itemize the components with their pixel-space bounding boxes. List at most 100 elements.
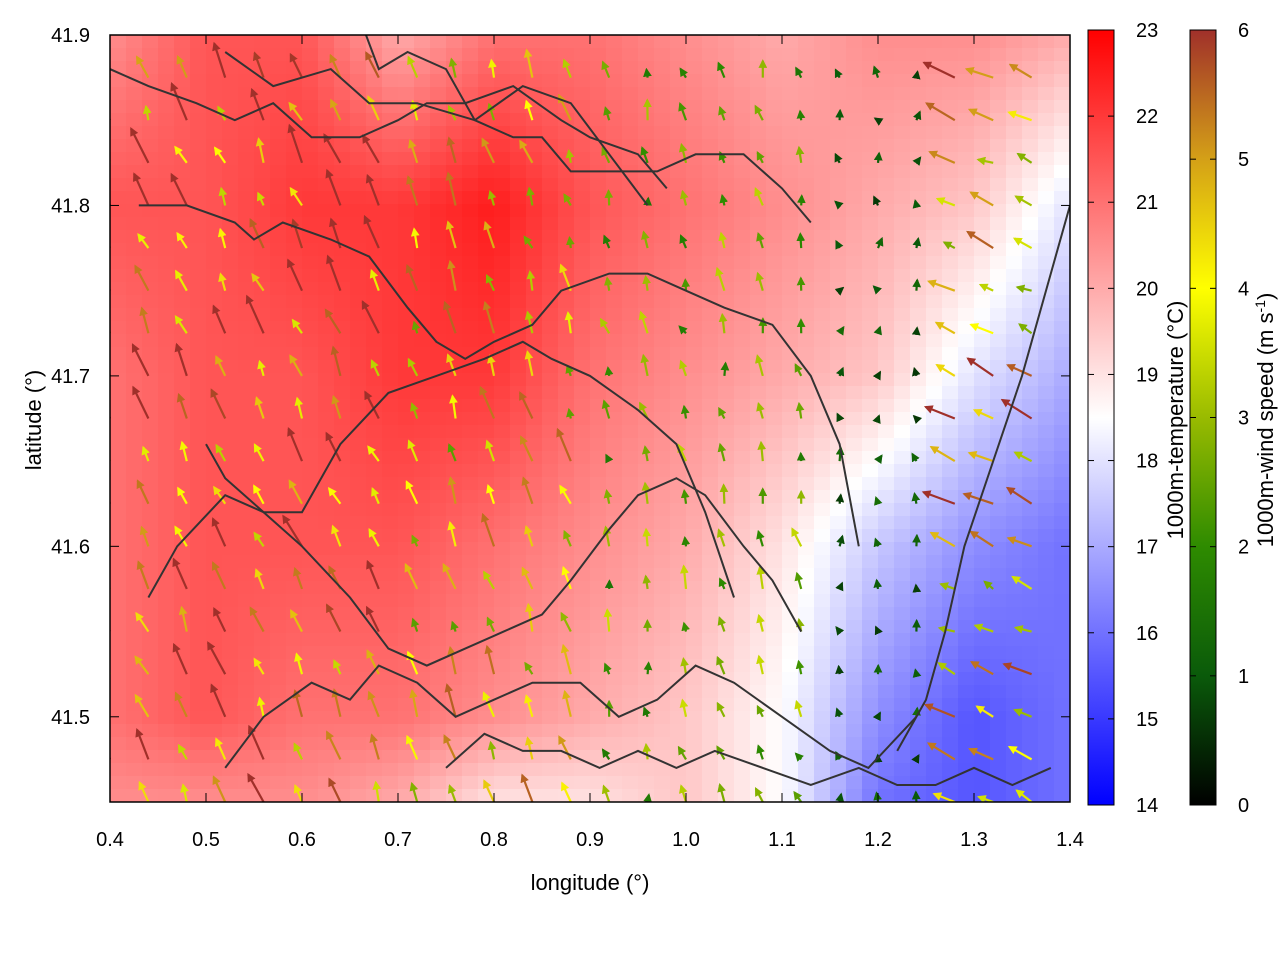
temperature-cell bbox=[718, 451, 735, 465]
wind-vector bbox=[718, 231, 727, 249]
temperature-cell bbox=[286, 295, 303, 309]
temperature-cell bbox=[590, 581, 607, 595]
wind-vector bbox=[325, 730, 342, 760]
temperature-cell bbox=[878, 334, 895, 348]
temperature-cell bbox=[574, 594, 591, 608]
temperature-cell bbox=[254, 204, 271, 218]
temperature-cell bbox=[1038, 438, 1055, 452]
wind-vector bbox=[289, 609, 303, 633]
temperature-cell bbox=[110, 542, 127, 556]
wind-vector bbox=[254, 568, 265, 590]
temperature-cell bbox=[670, 152, 687, 166]
temperature-cell bbox=[926, 620, 943, 634]
temperature-cell bbox=[654, 568, 671, 582]
temperature-cell bbox=[958, 61, 975, 75]
temperature-cell bbox=[782, 61, 799, 75]
temperature-cell bbox=[494, 555, 511, 569]
temperature-cell bbox=[990, 217, 1007, 231]
wind-vector bbox=[716, 655, 726, 675]
temperature-cell bbox=[862, 477, 879, 491]
temperature-cell bbox=[350, 737, 367, 751]
temperature-cell bbox=[766, 412, 783, 426]
temperature-cell bbox=[654, 113, 671, 127]
temperature-cell bbox=[238, 48, 255, 62]
temperature-cell bbox=[638, 48, 655, 62]
wind-vector bbox=[524, 661, 534, 675]
temperature-cell bbox=[894, 529, 911, 543]
temperature-cell bbox=[462, 607, 479, 621]
temperature-cell bbox=[494, 334, 511, 348]
temperature-cell bbox=[814, 347, 831, 361]
temperature-cell bbox=[350, 672, 367, 686]
temperature-cell bbox=[766, 48, 783, 62]
temperature-cell bbox=[750, 113, 767, 127]
temperature-cell bbox=[814, 269, 831, 283]
temperature-cell bbox=[798, 633, 815, 647]
temperature-cell bbox=[110, 74, 127, 88]
temperature-cell bbox=[494, 35, 511, 49]
wind-vector bbox=[991, 35, 994, 36]
temperature-cell bbox=[238, 230, 255, 244]
temperature-cell bbox=[254, 230, 271, 244]
temperature-cell bbox=[1006, 165, 1023, 179]
temperature-cell bbox=[814, 139, 831, 153]
temperature-cell bbox=[734, 386, 751, 400]
wind-vector bbox=[1011, 575, 1033, 590]
temperature-cell bbox=[846, 269, 863, 283]
temperature-cell bbox=[158, 646, 175, 660]
wind-vector bbox=[331, 394, 342, 419]
temperature-cell bbox=[638, 204, 655, 218]
temperature-cell bbox=[206, 568, 223, 582]
temperature-cell bbox=[1038, 555, 1055, 569]
temperature-cell bbox=[542, 282, 559, 296]
temperature-cell bbox=[574, 334, 591, 348]
temperature-cell bbox=[462, 672, 479, 686]
temperature-cell bbox=[846, 334, 863, 348]
temperature-cell bbox=[782, 438, 799, 452]
temperature-cell bbox=[350, 191, 367, 205]
temperature-cell bbox=[814, 295, 831, 309]
temperature-cell bbox=[654, 399, 671, 413]
temperature-cell bbox=[494, 321, 511, 335]
temperature-cell bbox=[830, 529, 847, 543]
temperature-cell bbox=[286, 178, 303, 192]
temperature-cell bbox=[1038, 35, 1055, 49]
temperature-cell bbox=[382, 347, 399, 361]
temperature-cell bbox=[126, 776, 143, 790]
temperature-cell bbox=[638, 789, 655, 802]
temperature-cell bbox=[334, 763, 351, 777]
temperature-cell bbox=[1006, 542, 1023, 556]
temperature-cell bbox=[382, 633, 399, 647]
wind-vector bbox=[110, 799, 111, 802]
wind-vector bbox=[102, 11, 110, 35]
temperature-cell bbox=[654, 581, 671, 595]
wind-vector bbox=[291, 318, 303, 334]
wind-vector bbox=[172, 557, 188, 590]
temperature-cell bbox=[654, 191, 671, 205]
temperature-cell bbox=[286, 464, 303, 478]
temperature-cell bbox=[350, 698, 367, 712]
temperature-cell bbox=[622, 711, 639, 725]
temperature-cell bbox=[494, 386, 511, 400]
temperature-cell bbox=[430, 204, 447, 218]
temperature-cell bbox=[158, 737, 175, 751]
temperature-cell bbox=[974, 87, 991, 101]
wind-vector bbox=[287, 123, 304, 164]
temperature-cell bbox=[1022, 217, 1039, 231]
temperature-cell bbox=[430, 490, 447, 504]
wind-vector bbox=[131, 343, 150, 377]
temperature-cell bbox=[974, 438, 991, 452]
wind-vector bbox=[372, 780, 382, 802]
temperature-cell bbox=[286, 672, 303, 686]
temperature-cell bbox=[830, 776, 847, 790]
temperature-cell bbox=[446, 477, 463, 491]
y-axis-label: latitude (°) bbox=[21, 370, 46, 471]
temperature-cell bbox=[814, 594, 831, 608]
temperature-cell bbox=[814, 308, 831, 322]
temperature-cell bbox=[606, 373, 623, 387]
temperature-cell bbox=[270, 334, 287, 348]
wind-vector bbox=[680, 488, 690, 504]
temperature-cell bbox=[334, 607, 351, 621]
temperature-cell bbox=[942, 685, 959, 699]
temperature-cell bbox=[894, 490, 911, 504]
